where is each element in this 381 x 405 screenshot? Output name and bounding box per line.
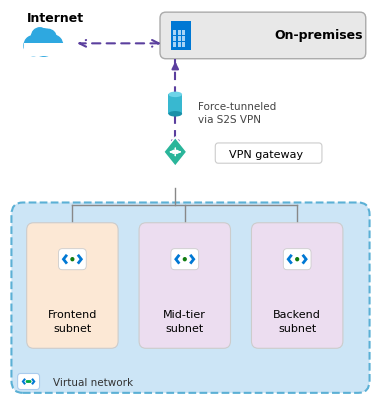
Bar — [182, 30, 185, 35]
Bar — [24, 43, 64, 56]
FancyBboxPatch shape — [251, 223, 343, 348]
Bar — [178, 30, 181, 35]
Text: Mid-tier
subnet: Mid-tier subnet — [163, 310, 206, 334]
FancyBboxPatch shape — [139, 223, 231, 348]
Text: Force-tunneled
via S2S VPN: Force-tunneled via S2S VPN — [198, 102, 276, 125]
Circle shape — [31, 28, 48, 46]
Polygon shape — [163, 137, 187, 166]
Circle shape — [29, 381, 31, 382]
FancyBboxPatch shape — [160, 12, 366, 59]
FancyBboxPatch shape — [171, 21, 191, 50]
Text: Virtual network: Virtual network — [53, 378, 133, 388]
Circle shape — [296, 258, 299, 261]
Circle shape — [31, 29, 57, 56]
Text: VPN gateway: VPN gateway — [229, 150, 303, 160]
Bar — [173, 30, 176, 35]
Circle shape — [44, 35, 62, 55]
Text: Internet: Internet — [27, 12, 84, 25]
Bar — [178, 36, 181, 41]
Bar — [178, 43, 181, 47]
FancyBboxPatch shape — [283, 249, 311, 270]
Bar — [168, 94, 182, 114]
Bar — [173, 36, 176, 41]
Circle shape — [183, 258, 186, 261]
Text: On-premises: On-premises — [274, 29, 363, 42]
Bar — [182, 36, 185, 41]
Text: Frontend
subnet: Frontend subnet — [48, 310, 97, 334]
FancyBboxPatch shape — [171, 249, 199, 270]
Bar — [182, 43, 185, 47]
FancyBboxPatch shape — [215, 143, 322, 163]
FancyBboxPatch shape — [27, 223, 118, 348]
Circle shape — [26, 381, 28, 382]
Circle shape — [40, 29, 56, 46]
Text: Backend
subnet: Backend subnet — [273, 310, 321, 334]
Bar — [173, 43, 176, 47]
Ellipse shape — [168, 111, 182, 117]
FancyBboxPatch shape — [11, 202, 370, 393]
FancyBboxPatch shape — [18, 373, 40, 390]
Circle shape — [24, 36, 43, 56]
FancyBboxPatch shape — [59, 249, 86, 270]
Ellipse shape — [168, 92, 182, 97]
Circle shape — [71, 258, 74, 261]
Circle shape — [28, 381, 29, 382]
